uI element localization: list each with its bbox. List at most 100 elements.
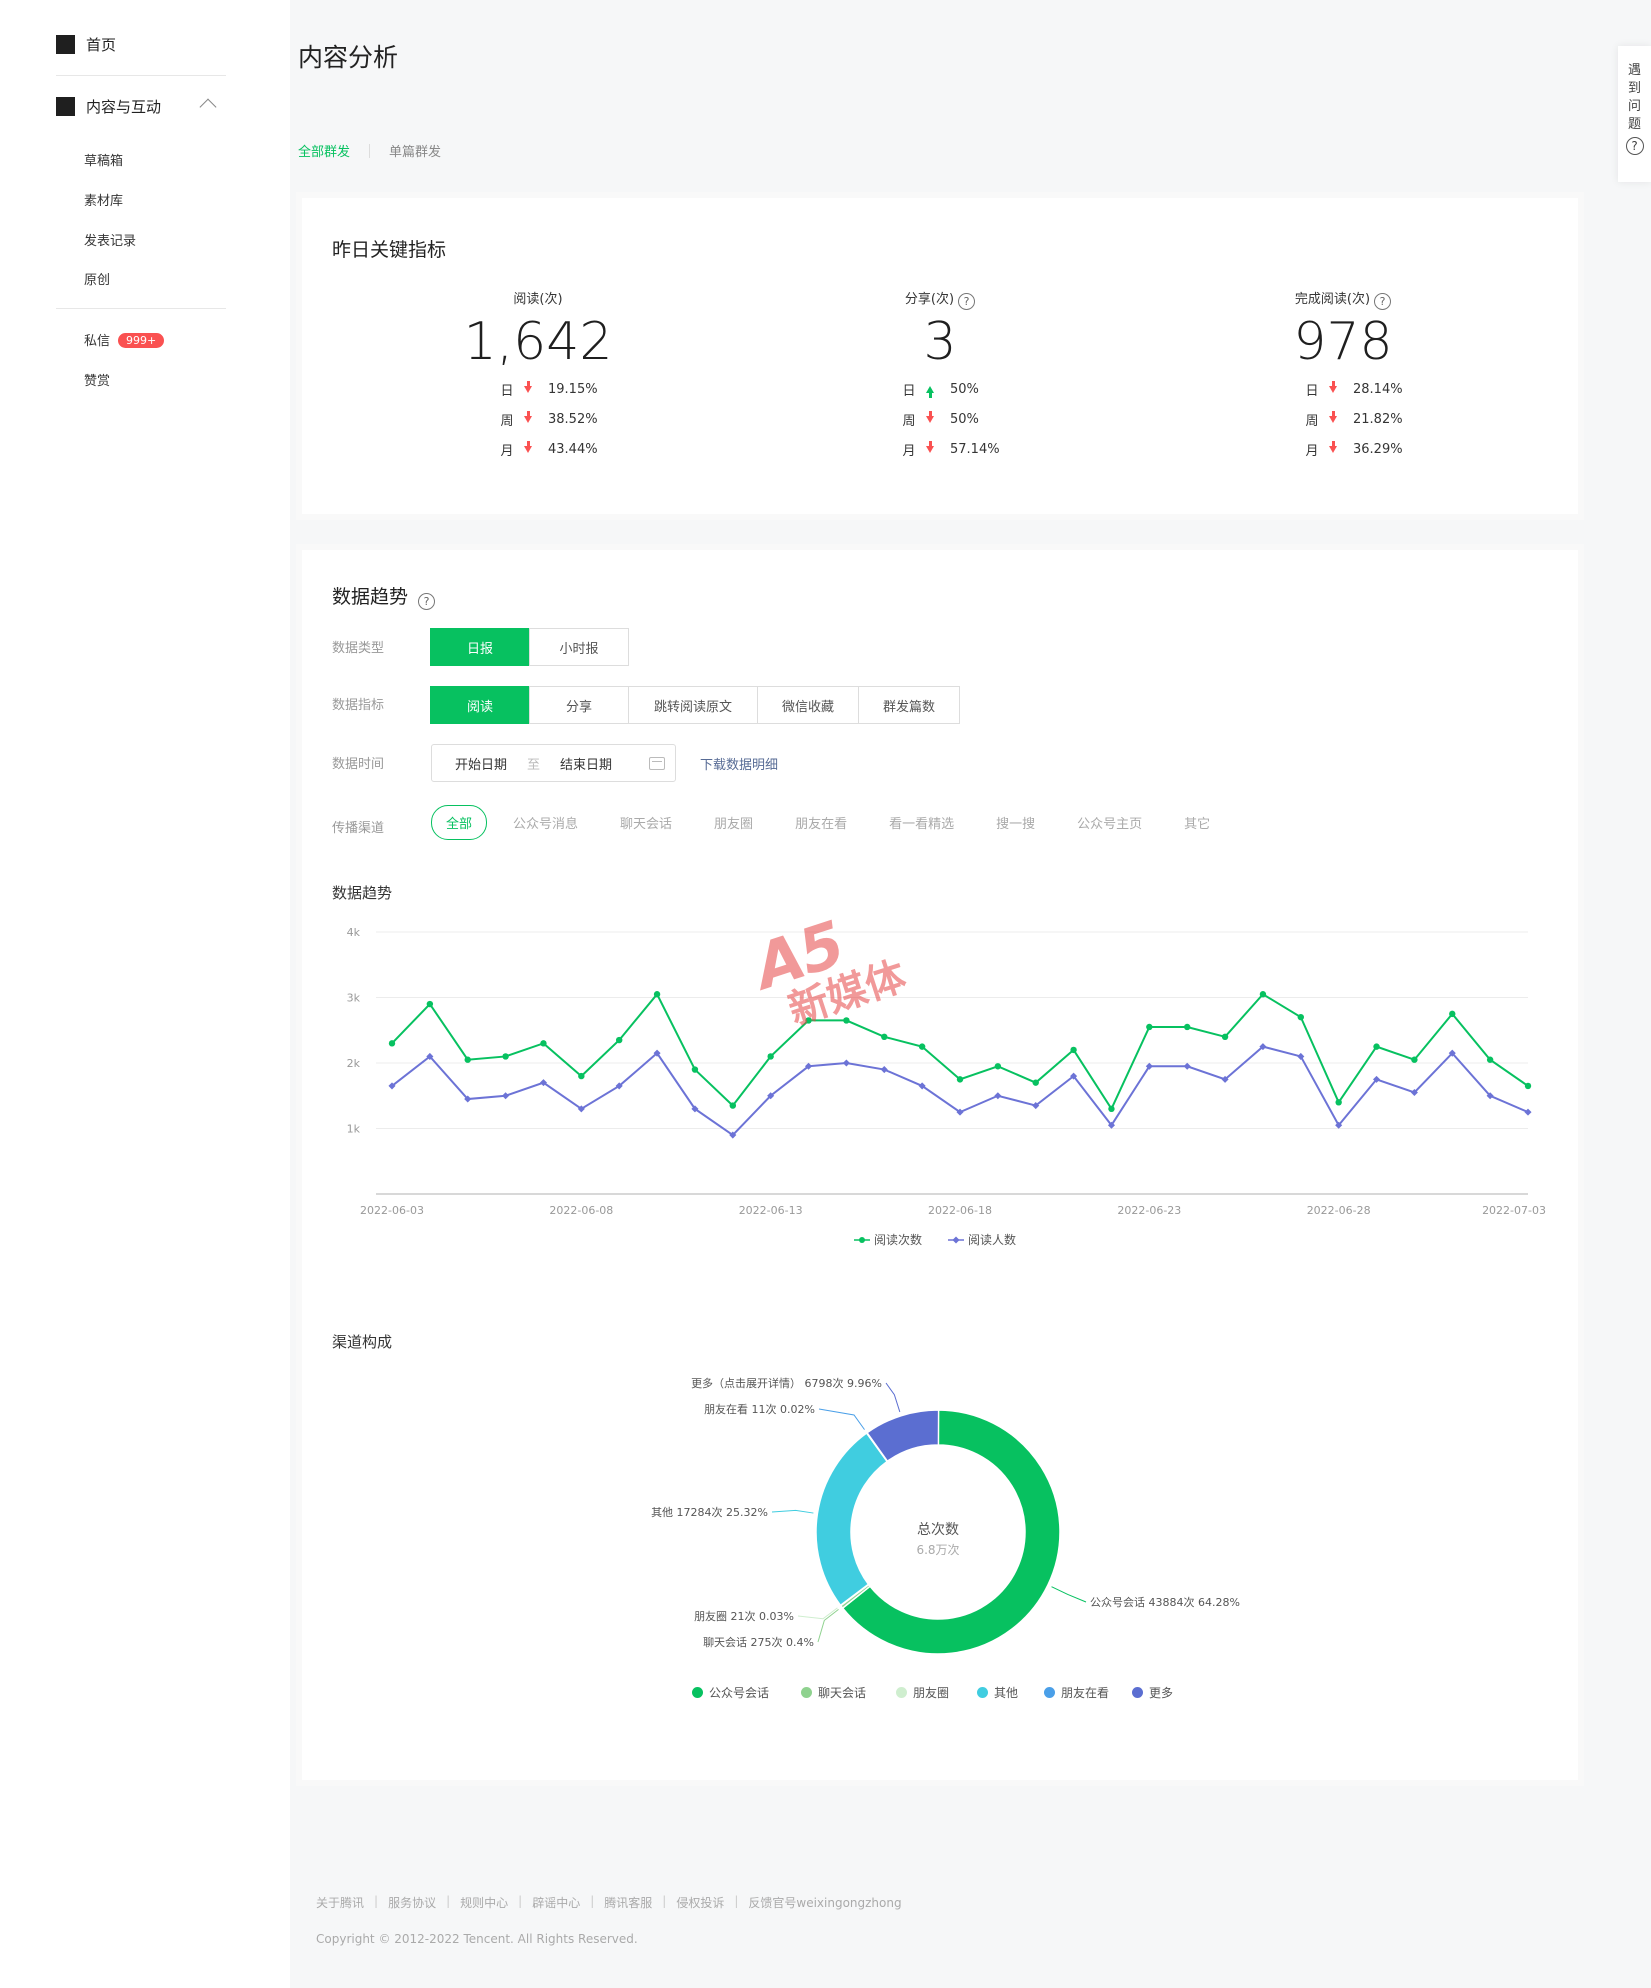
trend-pct: 57.14% xyxy=(950,442,1000,457)
sidebar-item-drafts[interactable]: 草稿箱 xyxy=(84,154,124,169)
data-point xyxy=(1297,1052,1305,1060)
metric-share-value: 3 xyxy=(923,312,957,372)
channel-composition-title: 渠道构成 xyxy=(332,1333,393,1351)
footer-sep: | xyxy=(446,1894,451,1908)
sidebar-item-library[interactable]: 素材库 xyxy=(84,194,124,209)
footer-link-rumor[interactable]: 辟谣中心 xyxy=(532,1896,581,1910)
pie-legend-item[interactable]: 朋友在看 xyxy=(1044,1684,1109,1701)
trend-period: 日 xyxy=(902,384,916,399)
legend-dot-icon xyxy=(977,1687,988,1698)
pie-legend-item[interactable]: 其他 xyxy=(977,1684,1018,1701)
slice-label: 聊天会话 275次 0.4% xyxy=(703,1635,814,1649)
pie-legend-item[interactable]: 聊天会话 xyxy=(801,1684,866,1701)
data-point xyxy=(426,1000,434,1008)
end-date-input[interactable]: 结束日期 xyxy=(560,757,613,773)
label-leader-line xyxy=(885,1382,901,1413)
footer-link-feedback[interactable]: 反馈官号weixingongzhong xyxy=(748,1896,902,1910)
help-circle-icon[interactable]: ? xyxy=(958,293,976,310)
help-char: 到 xyxy=(1627,81,1641,96)
metric-share-trend-week: 周 50% xyxy=(902,410,979,429)
sidebar-item-original[interactable]: 原创 xyxy=(84,273,111,288)
metric-read-label-text: 阅读(次) xyxy=(513,292,563,307)
tab-all-mass[interactable]: 全部群发 xyxy=(298,145,351,160)
start-date-input[interactable]: 开始日期 xyxy=(455,757,508,773)
nav-divider xyxy=(56,75,226,76)
channel-chat[interactable]: 聊天会话 xyxy=(620,817,673,832)
type-hourly-button[interactable]: 小时报 xyxy=(529,628,629,666)
data-point xyxy=(426,1052,434,1060)
channel-official-msg[interactable]: 公众号消息 xyxy=(513,817,579,832)
help-tab[interactable]: 遇 到 问 题 ? xyxy=(1618,46,1651,182)
footer-link-about[interactable]: 关于腾讯 xyxy=(316,1896,365,1910)
metric-share-button[interactable]: 分享 xyxy=(529,686,629,724)
arrow-down-icon xyxy=(1329,411,1337,423)
channel-all[interactable]: 全部 xyxy=(431,805,488,840)
data-point xyxy=(691,1066,699,1073)
legend-marker xyxy=(859,1237,865,1243)
sidebar-item-rewards[interactable]: 赞赏 xyxy=(84,374,111,389)
channel-friends-watch[interactable]: 朋友在看 xyxy=(795,817,848,832)
pie-legend-item[interactable]: 公众号会话 xyxy=(692,1684,769,1701)
metric-complete-trend-day: 日 28.14% xyxy=(1305,380,1403,399)
nav-divider xyxy=(56,308,226,309)
chevron-up-icon[interactable] xyxy=(199,98,217,116)
footer-link-rules[interactable]: 规则中心 xyxy=(460,1896,509,1910)
help-circle-icon[interactable]: ? xyxy=(418,593,436,610)
data-point xyxy=(918,1043,926,1050)
trend-pct: 43.44% xyxy=(548,442,598,457)
arrow-down-icon xyxy=(524,411,532,423)
data-point xyxy=(1032,1102,1040,1110)
metric-complete-label-text: 完成阅读(次) xyxy=(1294,292,1371,307)
arrow-up-icon xyxy=(926,386,934,398)
nav-home-label: 首页 xyxy=(86,36,117,54)
arrow-down-icon xyxy=(926,441,934,453)
data-point xyxy=(616,1036,623,1044)
download-detail-link[interactable]: 下载数据明细 xyxy=(700,758,779,773)
footer-sep: | xyxy=(518,1894,523,1908)
nav-home[interactable]: 首页 xyxy=(56,34,116,55)
data-point xyxy=(767,1053,774,1060)
metric-read-trend-week: 周 38.52% xyxy=(500,410,598,429)
channel-other[interactable]: 其它 xyxy=(1184,817,1211,832)
pie-legend-item[interactable]: 朋友圈 xyxy=(896,1684,949,1701)
data-point xyxy=(540,1040,547,1047)
data-point xyxy=(994,1063,1002,1070)
metric-jump-button[interactable]: 跳转阅读原文 xyxy=(628,686,758,724)
channel-moments[interactable]: 朋友圈 xyxy=(714,817,754,832)
metric-read-value: 1,642 xyxy=(463,312,613,372)
metric-read-trend-month: 月 43.44% xyxy=(500,440,598,459)
trend-title: 数据趋势? xyxy=(332,582,436,610)
metric-posts-button[interactable]: 群发篇数 xyxy=(858,686,960,724)
trend-period: 月 xyxy=(500,444,514,459)
nav-content-interaction[interactable]: 内容与互动 xyxy=(56,96,161,117)
tab-single-mass[interactable]: 单篇群发 xyxy=(389,145,442,160)
x-tick-label: 2022-06-23 xyxy=(1117,1204,1181,1217)
channel-search[interactable]: 搜一搜 xyxy=(996,817,1036,832)
channel-top-stories[interactable]: 看一看精选 xyxy=(889,817,955,832)
x-tick-label: 2022-06-08 xyxy=(549,1204,613,1217)
metric-read-button[interactable]: 阅读 xyxy=(430,686,530,724)
footer-link-infringement[interactable]: 侵权投诉 xyxy=(676,1896,725,1910)
key-metrics-card xyxy=(296,192,1584,520)
date-range-picker[interactable]: 开始日期 至 结束日期 xyxy=(431,744,676,782)
data-point xyxy=(1335,1099,1342,1106)
help-circle-icon[interactable]: ? xyxy=(1374,293,1392,310)
footer-link-terms[interactable]: 服务协议 xyxy=(388,1896,437,1910)
pie-legend-item[interactable]: 更多 xyxy=(1132,1684,1173,1701)
metric-favorite-button[interactable]: 微信收藏 xyxy=(757,686,859,724)
footer-link-service[interactable]: 腾讯客服 xyxy=(604,1896,653,1910)
data-point xyxy=(994,1092,1002,1100)
channel-filter: 全部 公众号消息 聊天会话 朋友圈 朋友在看 看一看精选 搜一搜 公众号主页 其… xyxy=(431,805,1252,840)
type-daily-button[interactable]: 日报 xyxy=(430,628,530,666)
data-point xyxy=(1183,1062,1191,1070)
data-point xyxy=(1524,1108,1532,1116)
sidebar-item-published[interactable]: 发表记录 xyxy=(84,234,137,249)
calendar-icon[interactable] xyxy=(649,757,665,770)
sidebar-item-messages[interactable]: 私信 999+ xyxy=(84,330,165,349)
trend-period: 周 xyxy=(902,414,916,429)
legend-label: 朋友在看 xyxy=(1061,1686,1110,1700)
channel-homepage[interactable]: 公众号主页 xyxy=(1077,817,1143,832)
y-tick-label: 2k xyxy=(347,1057,361,1070)
legend-label: 阅读人数 xyxy=(968,1232,1016,1247)
trend-pct: 28.14% xyxy=(1353,382,1403,397)
